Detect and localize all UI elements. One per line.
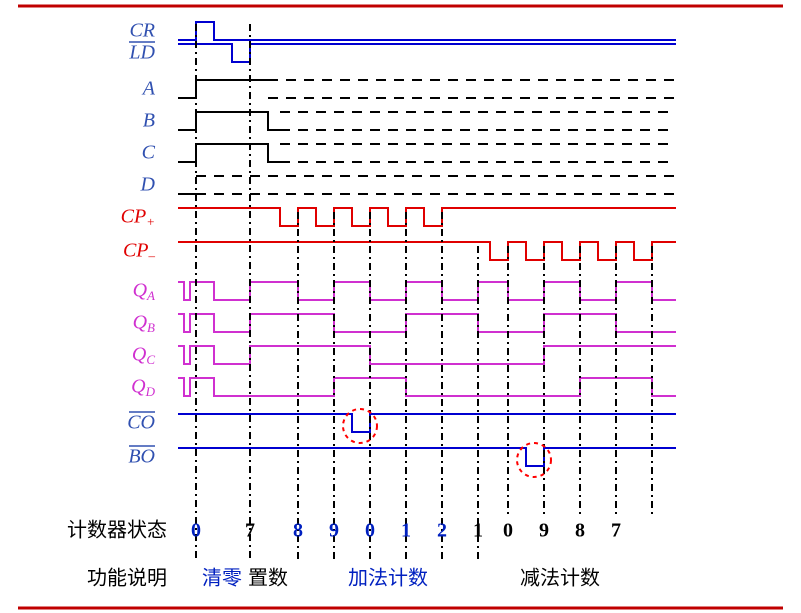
label-LD: LD (128, 42, 155, 64)
label-D: D (140, 174, 156, 196)
label-CO: CO (127, 412, 155, 434)
svg-text:D: D (140, 174, 156, 196)
wave-CPm (178, 242, 676, 260)
func-label: 功能说明 (87, 567, 167, 590)
wave-A (178, 80, 268, 98)
wave-BO (178, 448, 676, 466)
wave-QA (178, 282, 676, 300)
svg-text:QD: QD (131, 376, 155, 399)
wave-B (178, 112, 280, 130)
svg-text:CP+: CP+ (121, 206, 155, 229)
wave-QD (178, 378, 676, 396)
func-item: 加法计数 (348, 567, 428, 590)
state-digit: 7 (245, 520, 255, 542)
svg-text:QB: QB (133, 312, 155, 335)
label-QD: QD (131, 376, 155, 399)
state-digit: 0 (365, 520, 375, 542)
label-QB: QB (133, 312, 155, 335)
states-label: 计数器状态 (67, 519, 167, 542)
svg-text:QA: QA (133, 280, 155, 303)
wave-CPp (178, 208, 676, 226)
label-BO: BO (128, 446, 155, 468)
wave-CR (178, 22, 676, 40)
func-item: 清零 (202, 567, 242, 590)
svg-text:CO: CO (127, 412, 155, 434)
svg-text:C: C (142, 142, 156, 164)
state-digit: 2 (437, 520, 447, 542)
state-digit: 1 (473, 520, 483, 542)
wave-CO (178, 414, 676, 432)
func-item: 置数 (248, 567, 288, 590)
svg-text:A: A (141, 78, 156, 100)
label-B: B (143, 110, 155, 132)
label-A: A (141, 78, 156, 100)
wave-QC (178, 346, 676, 364)
state-digit: 1 (401, 520, 411, 542)
state-digit: 7 (611, 520, 621, 542)
func-item: 减法计数 (520, 567, 600, 590)
label-C: C (142, 142, 156, 164)
state-digit: 0 (191, 520, 201, 542)
svg-text:CR: CR (129, 20, 155, 42)
label-QA: QA (133, 280, 155, 303)
svg-text:CP–: CP– (123, 240, 156, 263)
svg-text:QC: QC (132, 344, 155, 367)
state-digit: 9 (329, 520, 339, 542)
svg-text:BO: BO (128, 446, 155, 468)
timing-diagram: CRLDABCDCP+CP–QAQBQCQDCOBO计数器状态078901210… (0, 0, 801, 613)
svg-text:B: B (143, 110, 155, 132)
state-digit: 0 (503, 520, 513, 542)
state-digit: 9 (539, 520, 549, 542)
label-CPp: CP+ (121, 206, 155, 229)
state-digit: 8 (575, 520, 585, 542)
wave-QB (178, 314, 676, 332)
label-CPm: CP– (123, 240, 156, 263)
label-QC: QC (132, 344, 155, 367)
state-digit: 8 (293, 520, 303, 542)
svg-text:LD: LD (128, 42, 155, 64)
wave-LD (178, 44, 676, 62)
label-CR: CR (129, 20, 155, 42)
wave-C (178, 144, 280, 162)
